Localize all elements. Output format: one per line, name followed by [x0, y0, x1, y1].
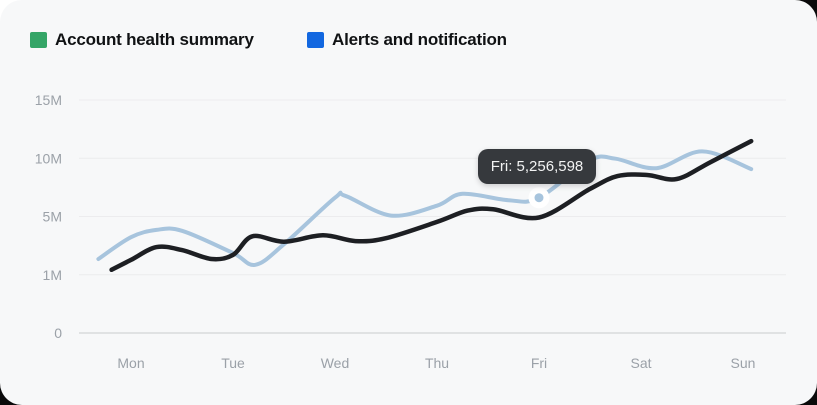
legend-item-alerts[interactable]: Alerts and notification: [307, 30, 507, 49]
green-legend-swatch-icon: [30, 32, 47, 48]
x-axis-tick-label: Thu: [425, 355, 449, 371]
y-axis-tick-label: 15M: [35, 92, 62, 108]
x-axis-tick-label: Mon: [117, 355, 144, 371]
data-point-marker-dot: [534, 193, 544, 203]
blue-legend-swatch-icon: [307, 32, 324, 48]
legend-label-account-health: Account health summary: [55, 30, 254, 49]
series-line-alerts-and-notification[interactable]: [96, 149, 754, 267]
series-line-account-health-summary[interactable]: [109, 138, 754, 273]
y-axis-tick-label: 10M: [35, 150, 62, 166]
legend-item-account-health[interactable]: Account health summary: [30, 30, 254, 49]
tooltip: Fri: 5,256,598: [478, 149, 596, 184]
legend-label-alerts: Alerts and notification: [332, 30, 507, 49]
x-axis-tick-label: Sun: [731, 355, 756, 371]
y-axis-tick-label: 0: [54, 325, 62, 341]
y-axis-tick-label: 5M: [43, 209, 62, 225]
x-axis-tick-label: Sat: [630, 355, 651, 371]
x-axis-tick-label: Tue: [221, 355, 245, 371]
y-axis-tick-label: 1M: [43, 267, 62, 283]
x-axis-tick-label: Fri: [531, 355, 547, 371]
x-axis-tick-label: Wed: [321, 355, 350, 371]
